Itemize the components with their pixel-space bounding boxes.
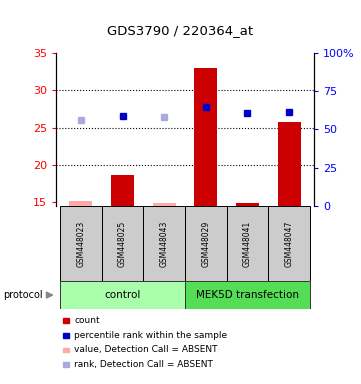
Text: GSM448029: GSM448029 <box>201 220 210 267</box>
Bar <box>153 203 176 206</box>
Bar <box>60 206 102 281</box>
Text: GSM448025: GSM448025 <box>118 220 127 267</box>
Text: GSM448023: GSM448023 <box>77 220 86 267</box>
Text: GSM448047: GSM448047 <box>284 220 293 267</box>
Text: protocol: protocol <box>4 290 43 300</box>
Bar <box>69 201 92 206</box>
Bar <box>278 122 301 206</box>
Bar <box>268 206 310 281</box>
Text: GSM448043: GSM448043 <box>160 220 169 267</box>
Text: count: count <box>74 316 100 325</box>
Bar <box>227 206 268 281</box>
Text: rank, Detection Call = ABSENT: rank, Detection Call = ABSENT <box>74 360 213 369</box>
Text: value, Detection Call = ABSENT: value, Detection Call = ABSENT <box>74 345 218 354</box>
Text: MEK5D transfection: MEK5D transfection <box>196 290 299 300</box>
Bar <box>185 281 310 309</box>
Bar <box>194 68 217 206</box>
Text: GSM448041: GSM448041 <box>243 220 252 267</box>
Text: percentile rank within the sample: percentile rank within the sample <box>74 331 227 340</box>
Text: GDS3790 / 220364_at: GDS3790 / 220364_at <box>108 24 253 37</box>
Bar <box>143 206 185 281</box>
Bar <box>111 175 134 206</box>
Text: control: control <box>104 290 141 300</box>
Bar <box>185 206 227 281</box>
Bar <box>60 281 185 309</box>
Bar <box>102 206 143 281</box>
Bar <box>236 203 259 206</box>
